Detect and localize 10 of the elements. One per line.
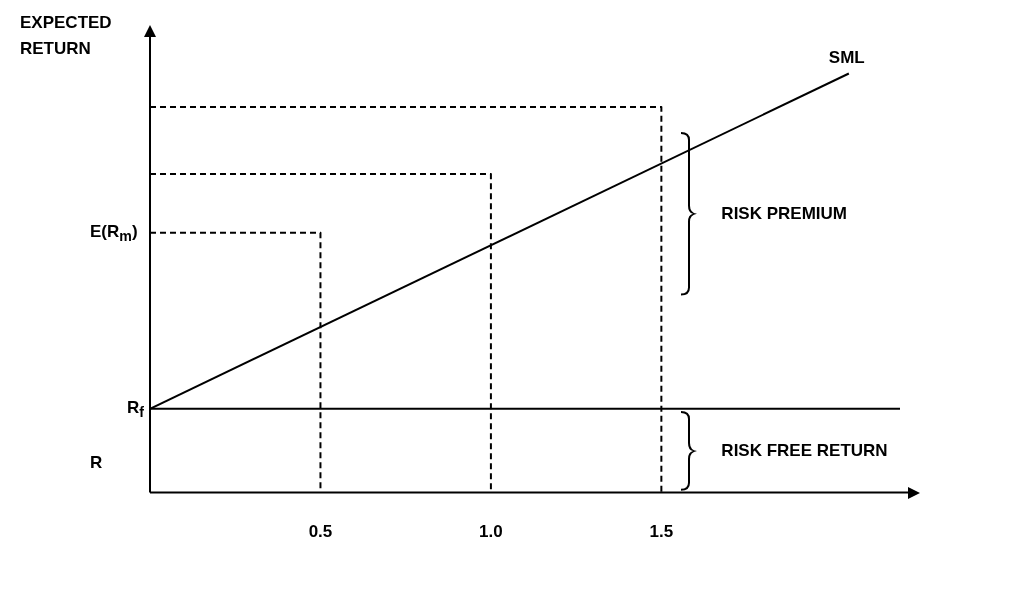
ref-line-label: R$_{f}$ [127, 397, 144, 421]
x-tick-label: 1.5 [649, 522, 674, 542]
annotation: E(R$_{m}$) [90, 221, 138, 245]
x-tick-label: 0.5 [308, 522, 333, 542]
annotation: RISK FREE RETURN [721, 440, 888, 461]
y-axis-title: EXPECTED RETURN [20, 12, 113, 60]
series-label: SML [828, 47, 865, 68]
x-tick-label: 1.0 [479, 522, 503, 542]
text: R [90, 453, 103, 474]
annotation: RISK PREMIUM [721, 203, 847, 224]
